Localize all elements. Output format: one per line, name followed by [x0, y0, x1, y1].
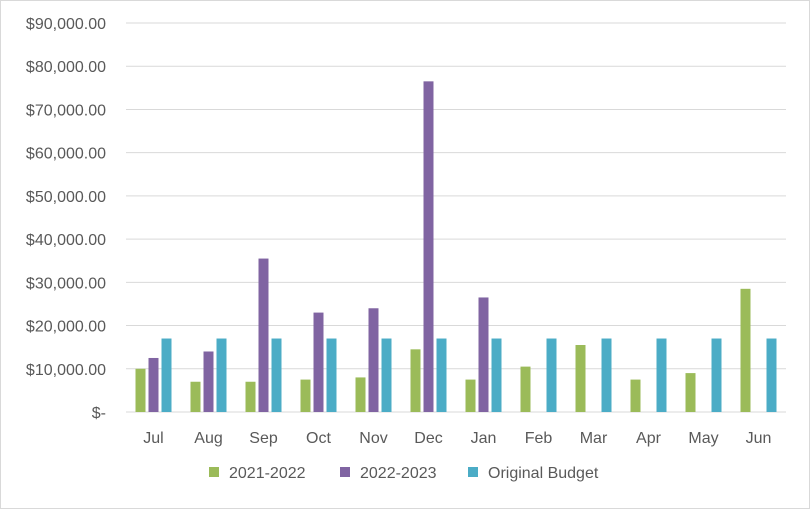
x-tick-label: Feb [525, 430, 553, 447]
legend-label: 2021-2022 [229, 465, 306, 482]
bar [271, 338, 282, 412]
bar [423, 81, 434, 412]
bar [368, 308, 379, 412]
x-tick-label: Oct [306, 430, 331, 447]
bar [161, 338, 172, 412]
y-tick-label: $10,000.00 [26, 362, 106, 379]
bar [148, 357, 159, 412]
bar [656, 338, 667, 412]
y-tick-label: $- [92, 405, 106, 422]
x-tick-label: Dec [414, 430, 442, 447]
y-tick-label: $80,000.00 [26, 59, 106, 76]
legend-label: 2022-2023 [360, 465, 437, 482]
x-tick-label: Nov [359, 430, 387, 447]
x-tick-label: Jun [746, 430, 772, 447]
bar [478, 297, 489, 412]
bar [258, 258, 269, 412]
bar [740, 288, 751, 412]
y-tick-label: $90,000.00 [26, 16, 106, 33]
x-tick-label: Apr [636, 430, 662, 447]
bar [313, 312, 324, 412]
bar [245, 381, 256, 412]
bar [216, 338, 227, 412]
x-tick-label: May [688, 430, 718, 447]
y-tick-label: $70,000.00 [26, 102, 106, 119]
bar [465, 379, 476, 412]
y-tick-label: $60,000.00 [26, 146, 106, 163]
y-axis-ticks: $- $10,000.00 $20,000.00 $30,000.00 $40,000.… [26, 16, 106, 422]
bar [410, 349, 421, 412]
bar [491, 338, 502, 412]
bar [203, 351, 214, 412]
legend-swatch [468, 467, 478, 477]
y-tick-label: $20,000.00 [26, 319, 106, 336]
bar [685, 373, 696, 412]
x-axis-ticks: Jul Aug Sep Oct Nov Dec Jan Feb Mar Apr May Jun [143, 430, 771, 447]
bar [190, 381, 201, 412]
y-tick-label: $50,000.00 [26, 189, 106, 206]
x-tick-label: Jan [471, 430, 497, 447]
legend-swatch [340, 467, 350, 477]
bar [766, 338, 777, 412]
gridlines [126, 22, 786, 413]
x-tick-label: Sep [249, 430, 278, 447]
legend-swatch [209, 467, 219, 477]
bar [601, 338, 612, 412]
bar [381, 338, 392, 412]
bar [436, 338, 447, 412]
bar [300, 379, 311, 412]
bar [326, 338, 337, 412]
bar [711, 338, 722, 412]
bar [630, 379, 641, 412]
bar [546, 338, 557, 412]
bar [520, 366, 531, 412]
x-tick-label: Aug [194, 430, 222, 447]
y-tick-label: $40,000.00 [26, 232, 106, 249]
legend-label: Original Budget [488, 465, 599, 482]
bar [355, 377, 366, 412]
legend: 2021-2022 2022-2023 Original Budget [209, 465, 599, 482]
y-tick-label: $30,000.00 [26, 275, 106, 292]
x-tick-label: Mar [580, 430, 608, 447]
bar [575, 345, 586, 412]
bar [135, 368, 146, 412]
bars [135, 81, 777, 412]
x-tick-label: Jul [143, 430, 163, 447]
